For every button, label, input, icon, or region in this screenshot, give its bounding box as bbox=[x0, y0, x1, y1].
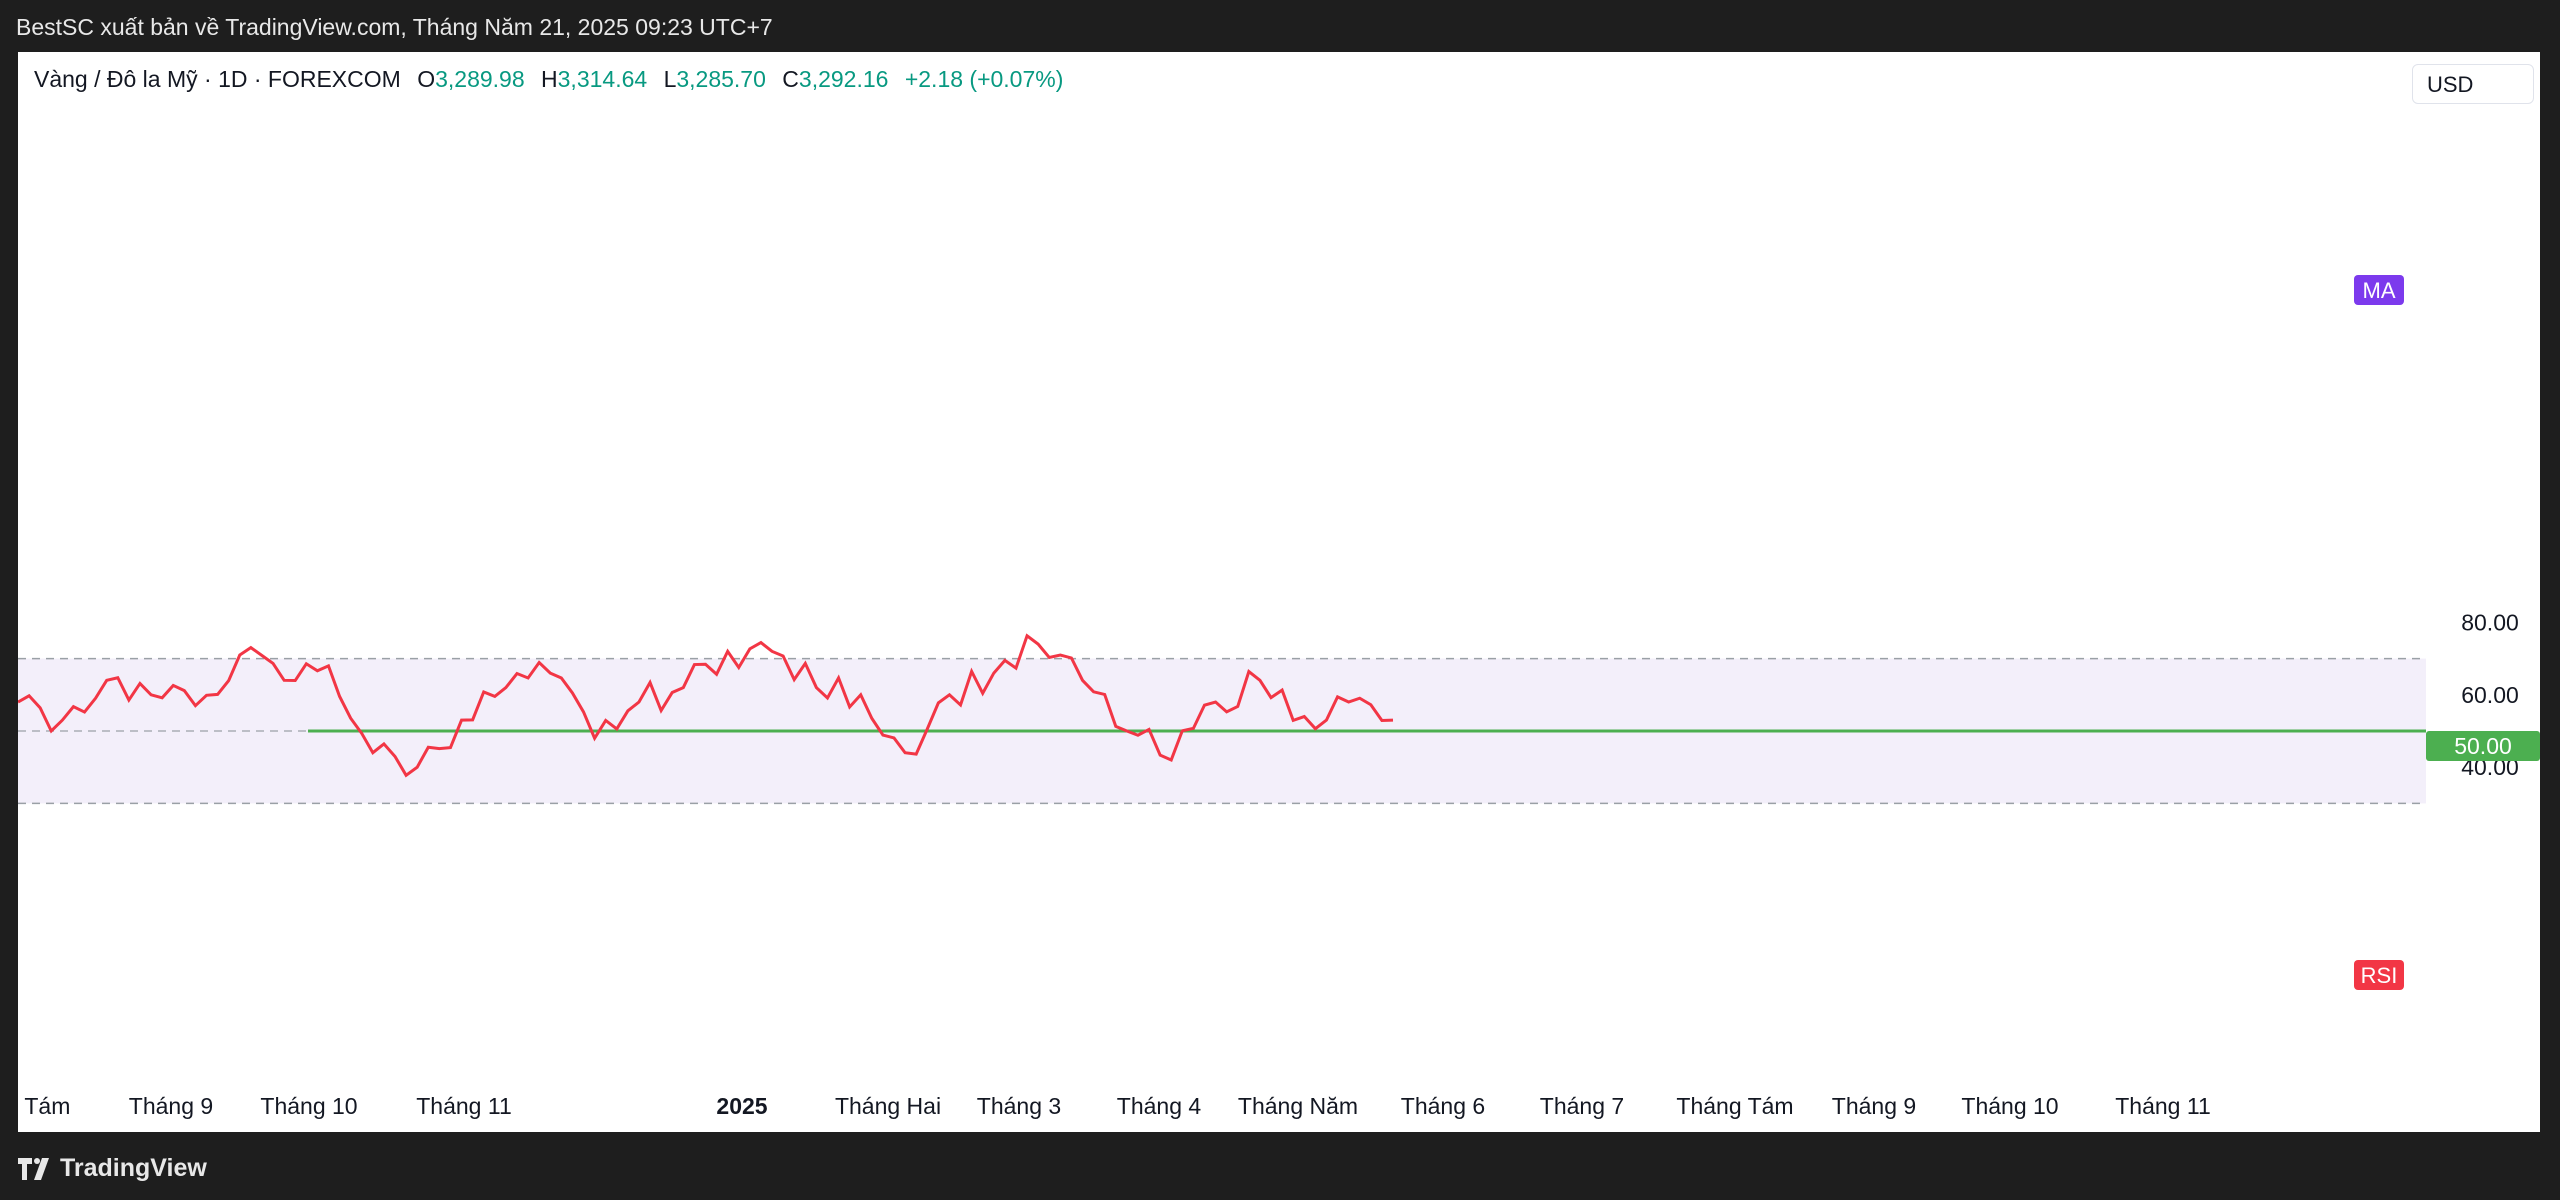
time-axis-tick: Tháng 4 bbox=[1117, 1093, 1202, 1119]
time-axis-tick: g Tám bbox=[18, 1093, 70, 1119]
time-axis-tick: Tháng 3 bbox=[977, 1093, 1061, 1119]
time-axis-tick: Tháng 11 bbox=[416, 1093, 511, 1119]
currency-button[interactable]: USD bbox=[2412, 64, 2534, 104]
rsi-level-tag-bg bbox=[2426, 731, 2540, 761]
footer-bar: TradingView bbox=[0, 1132, 2560, 1200]
rsi-axis-tick: 80.00 bbox=[2461, 609, 2519, 635]
time-axis-tick: Tháng 11 bbox=[2115, 1093, 2210, 1119]
rsi-axis-tick: 60.00 bbox=[2461, 682, 2519, 708]
symbol-legend: Vàng / Đô la Mỹ · 1D · FOREXCOM O3,289.9… bbox=[34, 66, 1063, 93]
high-label: H bbox=[541, 66, 558, 92]
ma-label: MA bbox=[2363, 278, 2396, 303]
time-axis-tick: Tháng 10 bbox=[260, 1093, 357, 1119]
time-axis-tick: Tháng 9 bbox=[1832, 1093, 1916, 1119]
time-axis-tick: 2025 bbox=[716, 1093, 767, 1119]
change-value: +2.18 (+0.07%) bbox=[904, 66, 1064, 92]
high-value: 3,314.64 bbox=[557, 66, 648, 92]
chart-canvas[interactable]: 0 (3,500.00)0.236 (3,371.67)0.382 (3,292… bbox=[18, 52, 2540, 1132]
close-value: 3,292.16 bbox=[798, 66, 889, 92]
open-value: 3,289.98 bbox=[435, 66, 525, 92]
symbol-title[interactable]: Vàng / Đô la Mỹ · 1D · FOREXCOM bbox=[34, 66, 401, 92]
close-label: C bbox=[782, 66, 799, 92]
low-value: 3,285.70 bbox=[676, 66, 766, 92]
low-label: L bbox=[663, 66, 677, 92]
time-axis-tick: Tháng Năm bbox=[1238, 1093, 1358, 1119]
time-axis-tick: Tháng Tám bbox=[1676, 1093, 1793, 1119]
time-axis-tick: Tháng 7 bbox=[1540, 1093, 1624, 1119]
rsi-line bbox=[18, 633, 1394, 778]
brand-name: TradingView bbox=[60, 1154, 207, 1182]
rsi-label-bg bbox=[2354, 960, 2404, 990]
rsi-label: RSI bbox=[2361, 963, 2398, 988]
time-axis-tick: Tháng Hai bbox=[835, 1093, 941, 1119]
ma-label-bg bbox=[2354, 275, 2404, 305]
publisher-line: BestSC xuất bản về TradingView.com, Thán… bbox=[16, 14, 773, 40]
time-axis-tick: Tháng 9 bbox=[129, 1093, 213, 1119]
open-label: O bbox=[417, 66, 436, 92]
rsi-level-tag: 50.00 bbox=[2454, 733, 2512, 759]
tradingview-logo-icon bbox=[18, 1157, 49, 1180]
top-bar: BestSC xuất bản về TradingView.com, Thán… bbox=[0, 0, 2560, 52]
time-axis-tick: Tháng 10 bbox=[1961, 1093, 2058, 1119]
tradingview-logo[interactable]: TradingView bbox=[18, 1154, 207, 1183]
time-axis-tick: Tháng 6 bbox=[1401, 1093, 1485, 1119]
